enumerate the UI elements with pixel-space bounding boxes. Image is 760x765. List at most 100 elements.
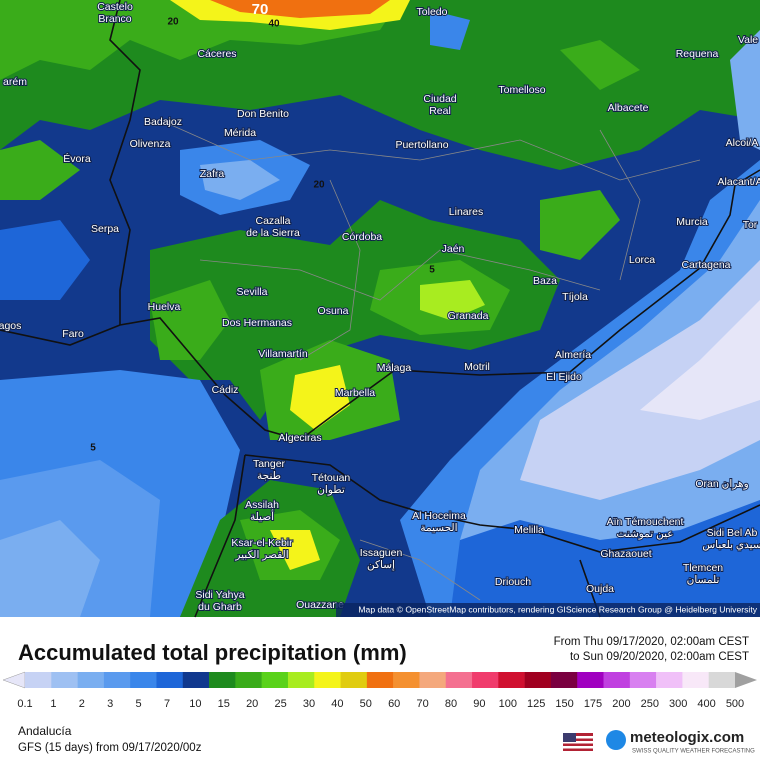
city-label-secondary: تطوان — [317, 484, 345, 496]
colorbar-segment — [156, 672, 184, 688]
colorbar-segment — [629, 672, 657, 688]
city-label: Ghazaouet — [600, 548, 651, 560]
legend-panel: Accumulated total precipitation (mm) Fro… — [2, 636, 757, 755]
colorbar-segment — [287, 672, 315, 688]
city-label-secondary: تلمسان — [687, 574, 720, 586]
city-label: Cartagena — [681, 259, 730, 271]
city-label-secondary: Branco — [98, 13, 131, 25]
city-label-secondary: أصيلة — [250, 509, 274, 523]
colorbar-segment — [103, 672, 131, 688]
city-label: Puertollano — [395, 139, 448, 151]
period-to: to Sun 09/20/2020, 02:00am CEST — [570, 651, 749, 663]
colorbar-segment — [366, 672, 394, 688]
colorbar-tick-label: 300 — [669, 698, 687, 710]
city-label: Ciudad — [423, 93, 456, 105]
colorbar-segment — [314, 672, 341, 688]
city-label: Sidi Bel Ab — [707, 527, 758, 539]
colorbar-tick-label: 150 — [555, 698, 573, 710]
colorbar-tick-label: 20 — [246, 698, 258, 710]
city-label: Castelo — [97, 1, 133, 13]
city-label-secondary: الحسيمة — [420, 522, 457, 534]
city-label: Al Hoceima — [412, 510, 466, 522]
colorbar-segment — [682, 672, 710, 688]
city-label-secondary: de la Sierra — [246, 227, 300, 239]
colorbar-tick-label: 80 — [445, 698, 457, 710]
city-label: Dos Hermanas — [222, 317, 292, 329]
colorbar-segment — [419, 672, 447, 688]
colorbar-tick-label: 70 — [416, 698, 428, 710]
city-label: Granada — [448, 310, 489, 322]
city-label: Tétouan — [312, 472, 351, 484]
colorbar-tick-label: 400 — [697, 698, 715, 710]
city-label: Motril — [464, 361, 490, 373]
colorbar-segment — [393, 672, 420, 688]
city-label: Zafra — [200, 168, 225, 180]
colorbar-segment — [656, 672, 683, 688]
city-label: Serpa — [91, 223, 119, 235]
city-label: Sidi Yahya — [195, 589, 244, 601]
city-label: Assilah — [245, 499, 279, 511]
colorbar-tick-label: 0.1 — [17, 698, 32, 710]
city-label: Lorca — [629, 254, 655, 266]
city-label-secondary: Real — [429, 105, 451, 117]
colorbar-tick-label: 50 — [360, 698, 372, 710]
colorbar-tick-label: 30 — [303, 698, 315, 710]
city-label: Ksar-el-Kebir — [231, 537, 293, 549]
colorbar-segment — [498, 672, 525, 688]
contour-label: 40 — [268, 19, 280, 30]
city-label: Badajoz — [144, 116, 182, 128]
city-label: Don Benito — [237, 108, 289, 120]
city-label: arém — [3, 76, 27, 88]
colorbar-segment — [25, 672, 52, 688]
colorbar-segment — [550, 672, 578, 688]
colorbar-tick-label: 3 — [107, 698, 113, 710]
contour-label: 5 — [429, 265, 435, 276]
city-label: Oran وهران — [695, 478, 748, 490]
city-label: Tanger — [253, 458, 286, 470]
city-label: Issaguen — [360, 547, 403, 559]
colorbar-tick-label: 500 — [726, 698, 744, 710]
colorbar-segment — [472, 672, 499, 688]
city-label: Vale — [738, 34, 758, 46]
period-from: From Thu 09/17/2020, 02:00am CEST — [554, 636, 749, 648]
city-label: Requena — [676, 48, 719, 60]
colorbar-tick-label: 60 — [388, 698, 400, 710]
city-label: Alcoi/A — [726, 137, 759, 149]
city-label: Murcia — [676, 216, 708, 228]
city-label: Mérida — [224, 127, 256, 139]
colorbar-arrow — [2, 671, 26, 689]
city-label-secondary: طنجة — [257, 470, 282, 482]
city-label: Algeciras — [278, 432, 321, 444]
colorbar-segment — [209, 672, 236, 688]
city-label: Aïn Témouchent — [607, 516, 684, 528]
city-label: Melilla — [514, 524, 544, 536]
city-label: Oujda — [586, 583, 614, 595]
colorbar-segment — [51, 672, 78, 688]
city-label: Linares — [449, 206, 483, 218]
colorbar-tick-label: 1 — [50, 698, 56, 710]
colorbar-segment — [603, 672, 631, 688]
colorbar-segment — [235, 672, 262, 688]
city-label: Tíjola — [562, 291, 588, 303]
city-label-secondary: عين تموشنت — [616, 528, 673, 540]
city-label: Osuna — [318, 305, 349, 317]
colorbar-tick-label: 5 — [136, 698, 142, 710]
contour-label: 70 — [252, 1, 269, 18]
city-label: Driouch — [495, 576, 531, 588]
colorbar-tick-label: 125 — [527, 698, 545, 710]
city-label: Tor — [743, 219, 758, 231]
city-label: Cáceres — [197, 48, 236, 60]
colorbar-tick-label: 15 — [218, 698, 230, 710]
model-info: GFS (15 days) from 09/17/2020/00z — [18, 742, 202, 754]
city-label: Tlemcen — [683, 562, 723, 574]
flag — [563, 733, 593, 751]
city-label-secondary: du Gharb — [198, 601, 242, 613]
colorbar-segment — [130, 672, 157, 688]
city-label-secondary: إساكن — [367, 559, 395, 571]
attribution: Map data © OpenStreetMap contributors, r… — [358, 604, 757, 614]
colorbar-segment — [340, 672, 368, 688]
city-label: Villamartín — [258, 348, 308, 360]
colorbar-tick-label: 40 — [331, 698, 343, 710]
